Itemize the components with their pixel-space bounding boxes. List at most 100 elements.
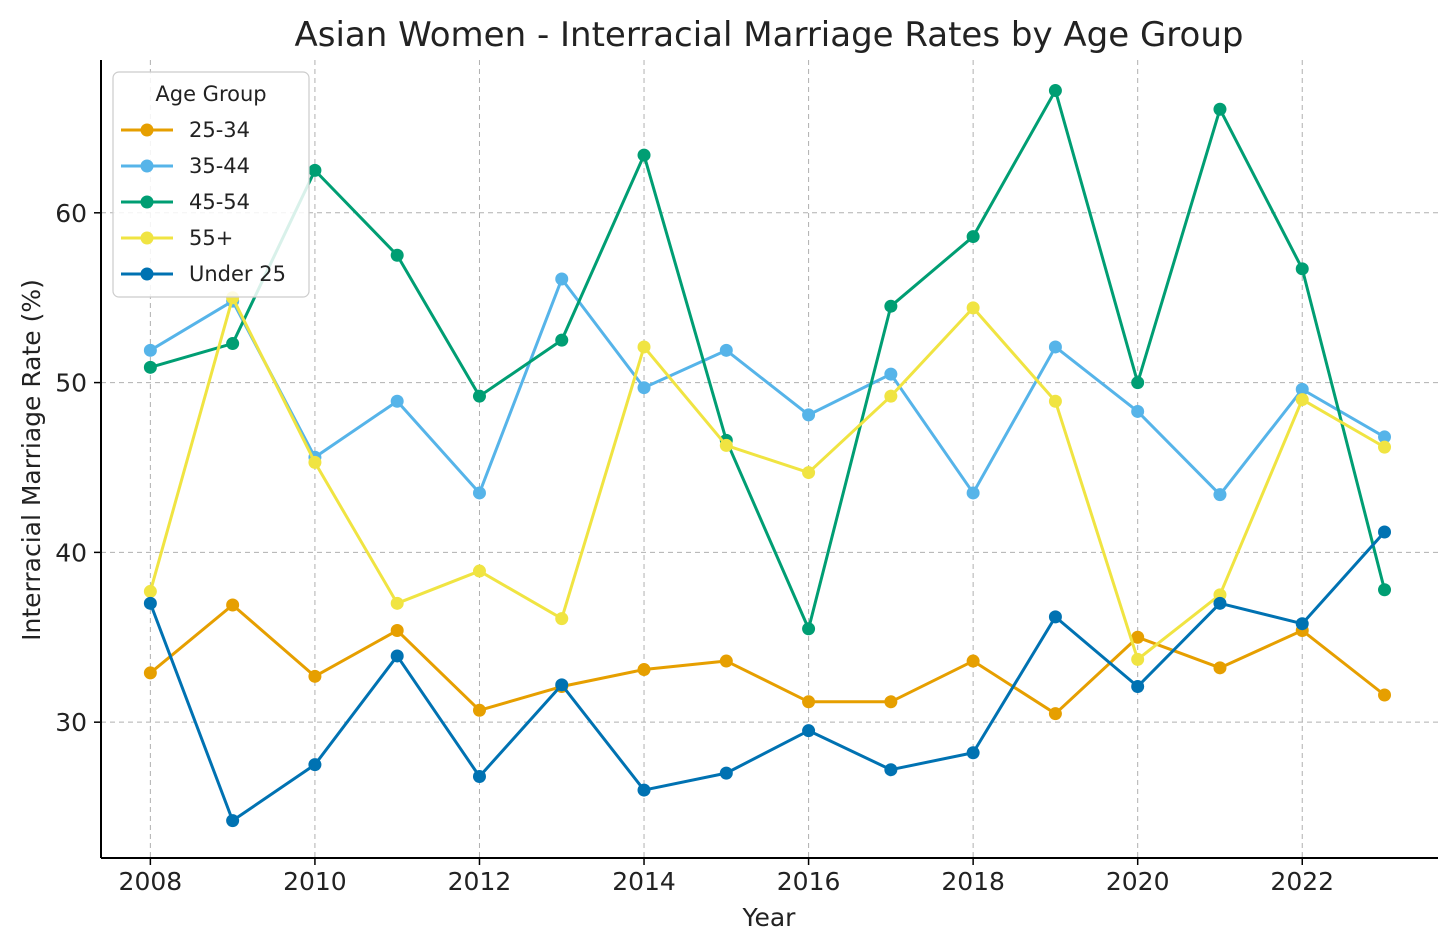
series-25-34 bbox=[143, 598, 1392, 721]
legend-swatch-marker bbox=[140, 123, 154, 137]
data-point-55 bbox=[143, 584, 157, 598]
data-point-35-44 bbox=[884, 367, 898, 381]
data-point-under-25 bbox=[1295, 617, 1309, 631]
series-line-55 bbox=[148, 296, 1386, 661]
series-line-under-25 bbox=[148, 531, 1386, 823]
data-point-55 bbox=[637, 340, 651, 354]
data-point-45-54 bbox=[637, 148, 651, 162]
data-point-35-44 bbox=[1213, 488, 1227, 502]
data-point-45-54 bbox=[966, 230, 980, 244]
data-point-under-25 bbox=[719, 766, 733, 780]
y-tick-label: 40 bbox=[55, 538, 87, 567]
data-point-55 bbox=[884, 389, 898, 403]
legend-label: 55+ bbox=[189, 226, 233, 250]
data-point-25-34 bbox=[1131, 630, 1145, 644]
data-point-under-25 bbox=[637, 783, 651, 797]
data-point-under-25 bbox=[555, 678, 569, 692]
data-point-35-44 bbox=[472, 486, 486, 500]
series-45-54 bbox=[143, 84, 1392, 636]
data-point-45-54 bbox=[390, 248, 404, 262]
data-point-25-34 bbox=[226, 598, 240, 612]
data-point-45-54 bbox=[472, 389, 486, 403]
data-point-35-44 bbox=[802, 408, 816, 422]
data-point-25-34 bbox=[802, 695, 816, 709]
data-point-35-44 bbox=[637, 381, 651, 395]
x-tick-label: 2014 bbox=[612, 867, 676, 896]
data-point-25-34 bbox=[143, 666, 157, 680]
y-axis-title: Interracial Marriage Rate (%) bbox=[17, 279, 46, 641]
data-point-45-54 bbox=[308, 163, 322, 177]
data-point-under-25 bbox=[1131, 680, 1145, 694]
x-tick-label: 2016 bbox=[777, 867, 841, 896]
data-point-45-54 bbox=[802, 622, 816, 636]
data-point-25-34 bbox=[1378, 688, 1392, 702]
data-point-45-54 bbox=[226, 337, 240, 351]
chart-title: Asian Women - Interracial Marriage Rates… bbox=[295, 15, 1244, 55]
data-point-under-25 bbox=[884, 763, 898, 777]
data-point-35-44 bbox=[1048, 340, 1062, 354]
data-point-55 bbox=[1048, 394, 1062, 408]
data-point-55 bbox=[308, 455, 322, 469]
data-point-45-54 bbox=[1131, 376, 1145, 390]
data-point-55 bbox=[1295, 393, 1309, 407]
data-point-25-34 bbox=[719, 654, 733, 668]
data-point-45-54 bbox=[1295, 262, 1309, 276]
tick-labels: 2008 2010 2012 2014 2016 2018 2020 2022 30 40 50 60 bbox=[55, 199, 1334, 896]
data-point-under-25 bbox=[308, 758, 322, 772]
series-line-35-44 bbox=[149, 277, 1386, 497]
x-tick-label: 2022 bbox=[1270, 867, 1334, 896]
data-point-under-25 bbox=[802, 724, 816, 738]
data-point-under-25 bbox=[1213, 596, 1227, 610]
data-point-35-44 bbox=[1295, 382, 1309, 396]
legend-box bbox=[112, 71, 310, 298]
legend-label: Under 25 bbox=[189, 262, 286, 286]
legend-label: 35-44 bbox=[189, 154, 250, 178]
data-point-under-25 bbox=[143, 596, 157, 610]
data-point-35-44 bbox=[1378, 430, 1392, 444]
data-point-under-25 bbox=[1048, 610, 1062, 624]
y-tick-label: 50 bbox=[55, 369, 87, 398]
data-point-35-44 bbox=[555, 272, 569, 286]
legend-items: 25-34 35-44 45-54 55+ Under 25 bbox=[121, 118, 286, 286]
legend: Age Group 25-34 35-44 45-54 55+ Under 25 bbox=[112, 71, 310, 298]
data-point-25-34 bbox=[1213, 661, 1227, 675]
legend-item-55: 55+ bbox=[121, 226, 233, 250]
legend-item-45-54: 45-54 bbox=[121, 190, 250, 214]
data-point-35-44 bbox=[143, 343, 157, 357]
data-point-under-25 bbox=[390, 649, 404, 663]
data-point-35-44 bbox=[390, 394, 404, 408]
x-tick-label: 2010 bbox=[283, 867, 347, 896]
data-point-55 bbox=[1378, 440, 1392, 454]
series-group bbox=[143, 84, 1392, 828]
data-point-45-54 bbox=[143, 360, 157, 374]
data-point-35-44 bbox=[966, 486, 980, 500]
x-tick-label: 2018 bbox=[941, 867, 1005, 896]
data-point-55 bbox=[966, 301, 980, 315]
x-tick-label: 2012 bbox=[448, 867, 512, 896]
legend-item-under-25: Under 25 bbox=[121, 262, 286, 286]
legend-swatch-marker bbox=[140, 231, 154, 245]
data-point-45-54 bbox=[1378, 583, 1392, 597]
data-point-55 bbox=[472, 564, 486, 578]
y-tick-label: 30 bbox=[55, 708, 87, 737]
legend-swatch-marker bbox=[140, 267, 154, 281]
x-tick-label: 2020 bbox=[1106, 867, 1170, 896]
data-point-under-25 bbox=[966, 746, 980, 760]
data-point-45-54 bbox=[884, 299, 898, 313]
data-point-55 bbox=[390, 596, 404, 610]
legend-label: 25-34 bbox=[189, 118, 250, 142]
data-point-35-44 bbox=[719, 343, 733, 357]
legend-swatch-marker bbox=[140, 195, 154, 209]
data-point-35-44 bbox=[1131, 404, 1145, 418]
series-35-44 bbox=[143, 272, 1392, 502]
series-line-25-34 bbox=[149, 603, 1386, 716]
legend-item-35-44: 35-44 bbox=[121, 154, 250, 178]
legend-title: Age Group bbox=[155, 82, 266, 106]
data-point-45-54 bbox=[1213, 102, 1227, 116]
legend-label: 45-54 bbox=[189, 190, 250, 214]
legend-swatch-marker bbox=[140, 159, 154, 173]
y-tick-label: 60 bbox=[55, 199, 87, 228]
x-axis-title: Year bbox=[742, 903, 797, 932]
data-point-under-25 bbox=[1378, 525, 1392, 539]
